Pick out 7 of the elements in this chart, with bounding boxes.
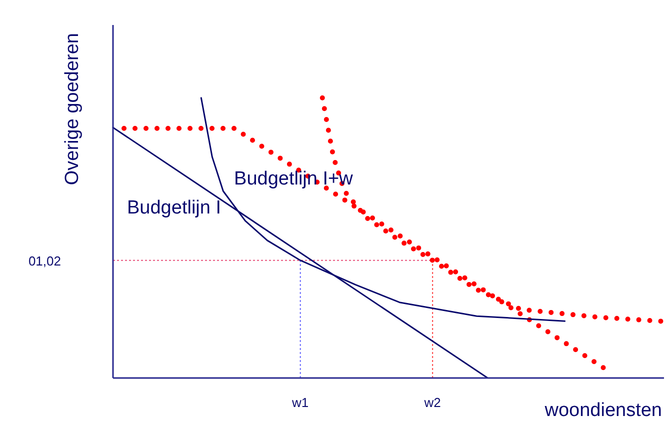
x-tick-label: w2 bbox=[423, 395, 441, 410]
series-label: Budgetlijn I+w bbox=[234, 168, 354, 190]
x-tick-label: w1 bbox=[291, 395, 309, 410]
x-axis-title: woondiensten bbox=[544, 400, 662, 421]
y-axis-title: Overige goederen bbox=[62, 33, 83, 186]
series-label: Budgetlijn I bbox=[127, 198, 222, 219]
text: 01,02 bbox=[28, 253, 61, 268]
